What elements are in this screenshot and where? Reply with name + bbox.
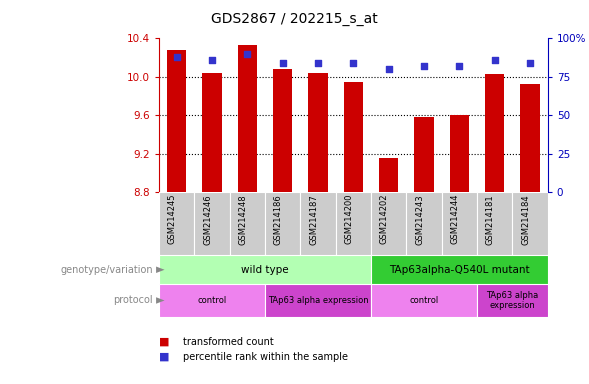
Point <box>207 57 217 63</box>
Text: protocol: protocol <box>114 295 153 306</box>
Point <box>243 51 252 57</box>
Point <box>455 63 464 69</box>
Point <box>313 60 323 66</box>
Text: GSM214200: GSM214200 <box>345 194 353 244</box>
Bar <box>379 159 398 192</box>
Text: GSM214243: GSM214243 <box>415 194 424 245</box>
Bar <box>336 192 371 255</box>
Bar <box>371 255 548 284</box>
Bar <box>273 69 293 192</box>
Text: wild type: wild type <box>241 265 289 275</box>
Text: control: control <box>197 296 227 305</box>
Text: GSM214202: GSM214202 <box>380 194 389 244</box>
Text: GSM214245: GSM214245 <box>168 194 177 244</box>
Bar <box>159 192 194 255</box>
Text: TAp63 alpha
expression: TAp63 alpha expression <box>487 291 538 310</box>
Text: GSM214184: GSM214184 <box>521 194 530 245</box>
Bar <box>159 284 265 317</box>
Bar <box>450 115 469 192</box>
Point <box>278 60 287 66</box>
Text: GSM214186: GSM214186 <box>274 194 283 245</box>
Polygon shape <box>156 266 164 273</box>
Bar <box>237 45 257 192</box>
Text: ■: ■ <box>159 337 170 347</box>
Point <box>384 66 393 72</box>
Text: ■: ■ <box>159 352 170 362</box>
Bar <box>414 117 434 192</box>
Bar <box>194 192 230 255</box>
Bar <box>371 284 477 317</box>
Bar <box>265 192 300 255</box>
Bar <box>485 74 504 192</box>
Bar <box>477 284 548 317</box>
Text: control: control <box>409 296 439 305</box>
Text: TAp63 alpha expression: TAp63 alpha expression <box>268 296 368 305</box>
Bar <box>406 192 442 255</box>
Bar <box>442 192 477 255</box>
Bar <box>265 284 371 317</box>
Bar <box>300 192 336 255</box>
Text: percentile rank within the sample: percentile rank within the sample <box>183 352 348 362</box>
Bar <box>477 192 512 255</box>
Bar <box>309 73 327 192</box>
Point <box>172 54 181 60</box>
Point <box>490 57 499 63</box>
Point <box>349 60 358 66</box>
Bar <box>521 84 540 192</box>
Text: GSM214187: GSM214187 <box>309 194 318 245</box>
Text: transformed count: transformed count <box>183 337 273 347</box>
Text: TAp63alpha-Q540L mutant: TAp63alpha-Q540L mutant <box>389 265 530 275</box>
Point <box>525 60 535 66</box>
Polygon shape <box>156 297 164 304</box>
Text: GSM214248: GSM214248 <box>239 194 247 245</box>
Text: GSM214246: GSM214246 <box>203 194 212 245</box>
Text: GSM214181: GSM214181 <box>486 194 495 245</box>
Bar <box>159 255 371 284</box>
Point <box>419 63 429 69</box>
Text: genotype/variation: genotype/variation <box>61 265 153 275</box>
Bar <box>371 192 406 255</box>
Text: GDS2867 / 202215_s_at: GDS2867 / 202215_s_at <box>211 12 378 25</box>
Bar <box>512 192 548 255</box>
Bar <box>344 82 363 192</box>
Bar <box>167 50 186 192</box>
Bar <box>203 73 221 192</box>
Text: GSM214244: GSM214244 <box>451 194 459 244</box>
Bar <box>230 192 265 255</box>
